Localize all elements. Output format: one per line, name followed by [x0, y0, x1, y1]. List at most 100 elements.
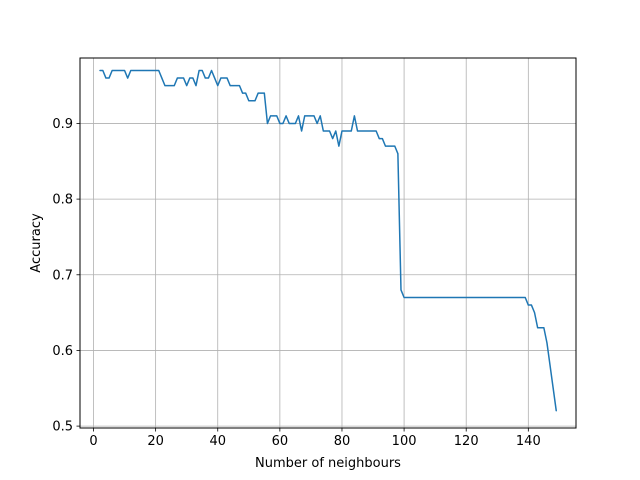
data-point [319, 115, 321, 117]
data-point [384, 145, 386, 147]
data-point [515, 296, 517, 298]
data-point [518, 296, 520, 298]
data-point [434, 296, 436, 298]
data-point [316, 122, 318, 124]
data-point [145, 69, 147, 71]
data-point [406, 296, 408, 298]
data-point [484, 296, 486, 298]
x-tick-label: 0 [89, 434, 97, 449]
data-point [325, 130, 327, 132]
data-point [313, 115, 315, 117]
data-point [397, 153, 399, 155]
data-point [338, 145, 340, 147]
data-point [431, 296, 433, 298]
data-point [555, 410, 557, 412]
data-point [475, 296, 477, 298]
data-point [260, 92, 262, 94]
data-point [248, 100, 250, 102]
x-tick-label: 140 [516, 434, 541, 449]
data-point [512, 296, 514, 298]
data-point [490, 296, 492, 298]
data-point [552, 387, 554, 389]
data-point [229, 85, 231, 87]
data-point [204, 77, 206, 79]
data-point [304, 115, 306, 117]
data-point [350, 130, 352, 132]
data-point [273, 115, 275, 117]
data-point [341, 130, 343, 132]
data-point [471, 296, 473, 298]
x-axis-label: Number of neighbours [255, 456, 401, 471]
data-point [422, 296, 424, 298]
data-point [530, 304, 532, 306]
data-point [207, 77, 209, 79]
data-point [195, 85, 197, 87]
data-point [108, 77, 110, 79]
data-point [276, 115, 278, 117]
x-tick-label: 80 [334, 434, 351, 449]
data-point [288, 122, 290, 124]
data-point [524, 296, 526, 298]
y-tick-label: 0.5 [52, 420, 73, 435]
data-point [459, 296, 461, 298]
data-point [332, 138, 334, 140]
data-point [133, 69, 135, 71]
y-tick-label: 0.9 [52, 117, 73, 132]
data-point [266, 122, 268, 124]
data-point [214, 77, 216, 79]
data-point [235, 85, 237, 87]
data-point [297, 115, 299, 117]
data-point [105, 77, 107, 79]
data-point [543, 327, 545, 329]
data-point [189, 77, 191, 79]
data-point [211, 69, 213, 71]
data-point [282, 122, 284, 124]
data-point [400, 289, 402, 291]
data-point [549, 365, 551, 367]
data-point [232, 85, 234, 87]
data-point [307, 115, 309, 117]
data-point [257, 92, 259, 94]
data-point [127, 77, 129, 79]
data-point [537, 327, 539, 329]
data-point [496, 296, 498, 298]
data-point [139, 69, 141, 71]
data-point [378, 138, 380, 140]
data-point [481, 296, 483, 298]
data-point [344, 130, 346, 132]
data-point [223, 77, 225, 79]
data-point [360, 130, 362, 132]
data-point [493, 296, 495, 298]
data-point [540, 327, 542, 329]
data-point [546, 342, 548, 344]
data-point [456, 296, 458, 298]
data-point [437, 296, 439, 298]
data-point [353, 115, 355, 117]
data-point [403, 296, 405, 298]
data-point [155, 69, 157, 71]
data-point [279, 122, 281, 124]
data-point [534, 312, 536, 314]
data-point [366, 130, 368, 132]
data-point [226, 77, 228, 79]
data-point [357, 130, 359, 132]
data-point [453, 296, 455, 298]
data-point [263, 92, 265, 94]
data-point [409, 296, 411, 298]
x-tick-label: 60 [272, 434, 289, 449]
data-point [117, 69, 119, 71]
data-point [164, 85, 166, 87]
data-point [502, 296, 504, 298]
data-point [372, 130, 374, 132]
data-point [294, 122, 296, 124]
data-point [102, 69, 104, 71]
data-point [270, 115, 272, 117]
data-point [462, 296, 464, 298]
data-point [192, 77, 194, 79]
data-point [369, 130, 371, 132]
data-point [186, 85, 188, 87]
data-point [254, 100, 256, 102]
data-point [335, 130, 337, 132]
data-point [521, 296, 523, 298]
